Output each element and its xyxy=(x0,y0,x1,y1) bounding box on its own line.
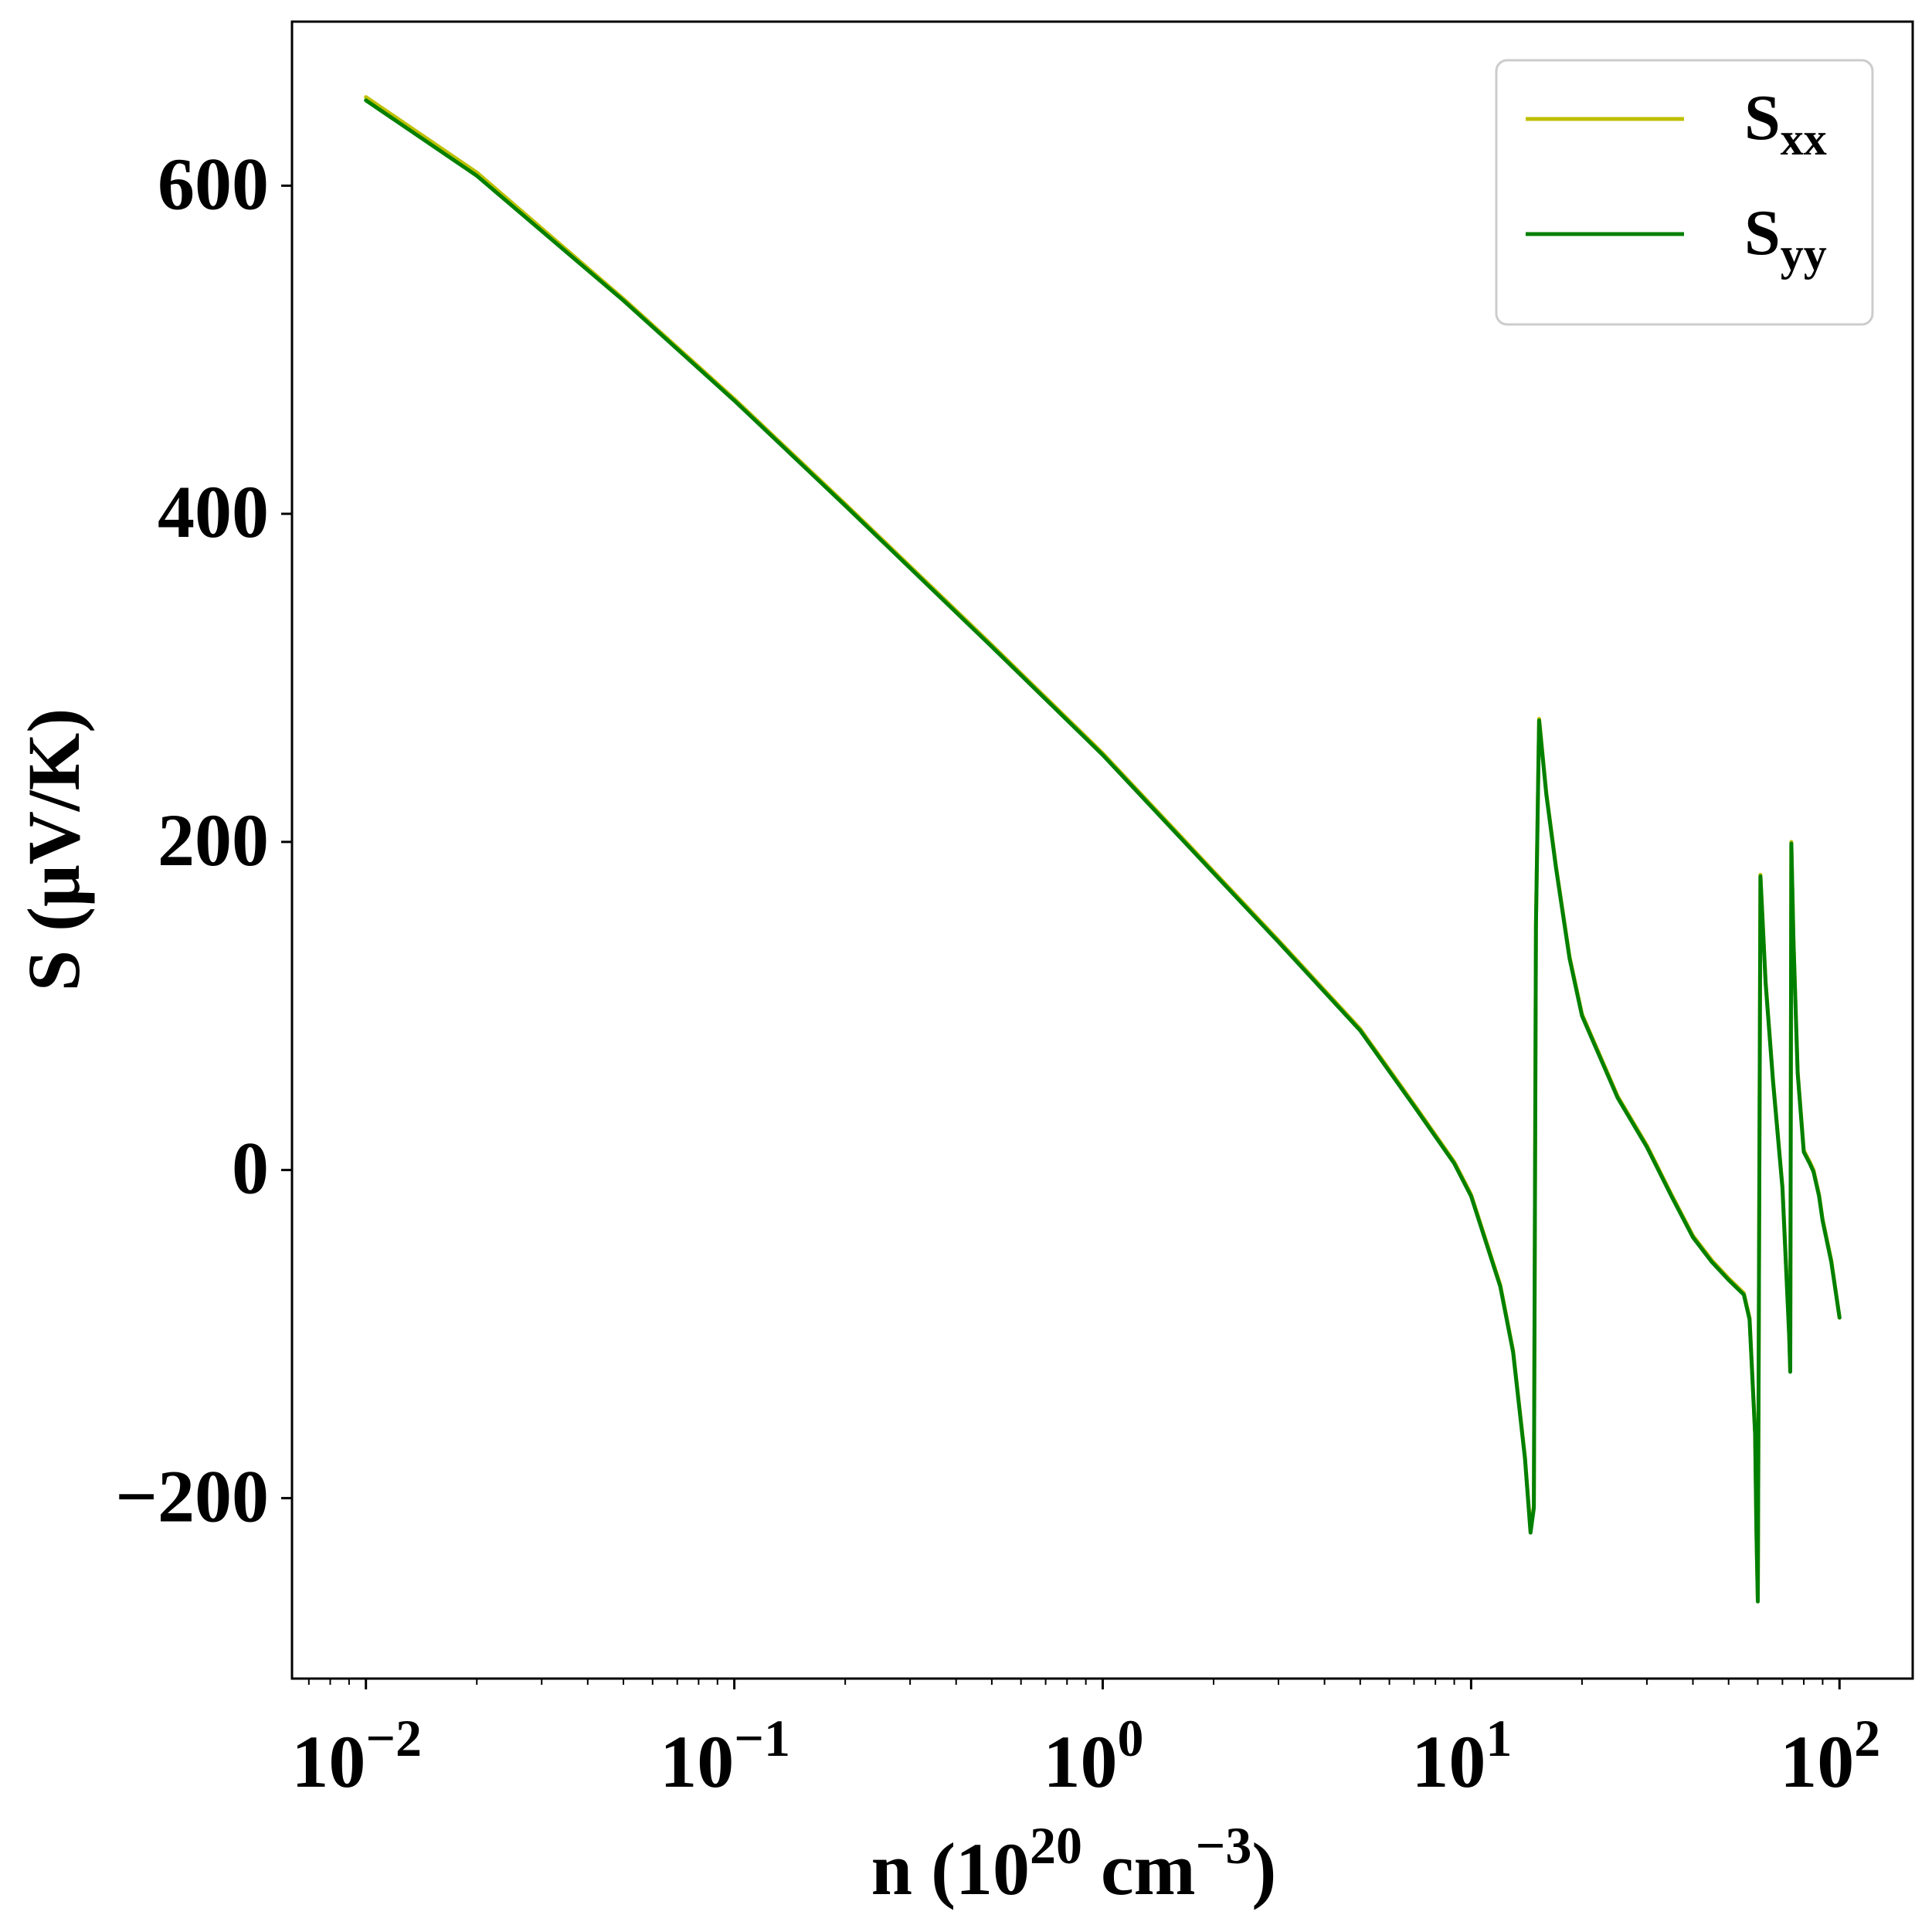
x-axis-ticks: 10−2 10−1 100 101 102 xyxy=(291,1679,1880,1803)
legend-label-sxx: Sxx xyxy=(1744,82,1827,165)
series-line-syy xyxy=(364,98,1842,1604)
x-tick-label: 101 xyxy=(1411,1709,1512,1803)
y-axis-label: S (μV/K) xyxy=(12,708,95,991)
y-tick-label: 600 xyxy=(158,142,269,225)
series-lines xyxy=(364,95,1842,1604)
y-tick-label: 200 xyxy=(158,799,269,881)
legend: Sxx Syy xyxy=(1495,59,1874,326)
y-axis-ticks: −200 0 200 400 600 xyxy=(115,142,292,1537)
y-tick-label: −200 xyxy=(115,1455,269,1537)
x-tick-label: 10−1 xyxy=(660,1709,790,1803)
x-tick-label: 102 xyxy=(1780,1709,1880,1803)
y-tick-label: 0 xyxy=(232,1127,269,1210)
x-tick-label: 10−2 xyxy=(291,1709,422,1803)
legend-label-syy: Syy xyxy=(1744,197,1827,280)
legend-box xyxy=(1495,59,1874,326)
x-axis-label: n (1020 cm−3) xyxy=(871,1816,1277,1910)
y-tick-label: 400 xyxy=(158,470,269,553)
x-tick-label: 100 xyxy=(1043,1709,1143,1803)
